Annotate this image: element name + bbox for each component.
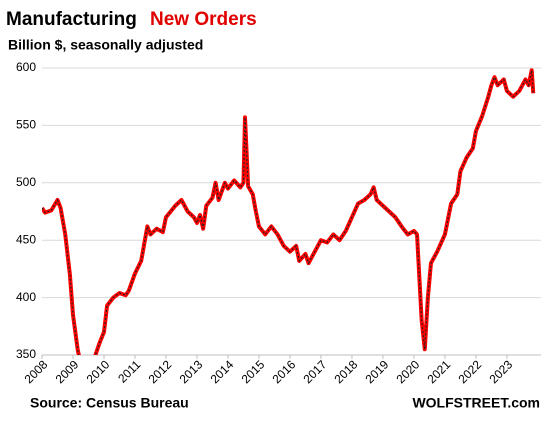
- x-tick-label: 2013: [177, 357, 206, 386]
- x-tick-label: 2019: [363, 357, 392, 386]
- x-tick-label: 2014: [208, 357, 237, 386]
- source: Source: Census Bureau: [30, 395, 189, 411]
- plot-area: [42, 68, 536, 355]
- x-tick-label: 2021: [425, 357, 454, 386]
- line-dash: [42, 70, 534, 355]
- credit: WOLFSTREET.com: [412, 395, 540, 411]
- x-tick-label: 2011: [115, 357, 143, 385]
- x-tick-label: 2020: [394, 357, 423, 386]
- chart-title: Manufacturing: [6, 9, 137, 30]
- x-tick-label: 2018: [332, 357, 361, 386]
- chart-title-highlight: New Orders: [150, 9, 257, 30]
- line: [42, 68, 536, 355]
- y-tick-label: 400: [16, 290, 36, 304]
- x-tick-label: 2012: [146, 357, 175, 386]
- x-tick-label: 2008: [22, 357, 51, 386]
- y-tick-label: 600: [16, 60, 36, 74]
- x-tick-label: 2015: [239, 357, 268, 386]
- y-tick-label: 500: [16, 175, 36, 189]
- x-tick-label: 2017: [301, 357, 330, 386]
- x-tick-label: 2009: [53, 357, 82, 386]
- y-tick-label: 550: [16, 118, 36, 132]
- x-tick-label: 2016: [270, 357, 299, 386]
- x-tick-label: 2010: [84, 357, 113, 386]
- y-tick-label: 450: [16, 232, 36, 246]
- y-tick-label: 350: [16, 347, 36, 361]
- x-tick-label: 2022: [455, 357, 484, 386]
- x-tick-label: 2023: [486, 357, 515, 386]
- subtitle: Billion $, seasonally adjusted: [8, 37, 203, 53]
